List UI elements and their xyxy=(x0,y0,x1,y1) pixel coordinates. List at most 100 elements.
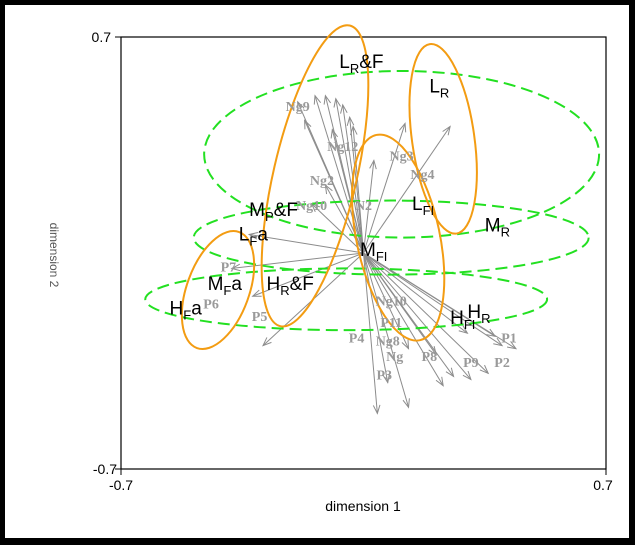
vector-line xyxy=(331,129,364,254)
vector-arrow xyxy=(363,125,451,254)
vector-arrowhead xyxy=(349,125,358,136)
variable-label: Ng4 xyxy=(410,168,434,183)
variable-label: Ng10 xyxy=(296,199,327,214)
vector-arrowhead xyxy=(369,159,377,170)
plot-area xyxy=(120,36,607,470)
group-ellipse-solid xyxy=(350,133,446,342)
vector-arrowhead xyxy=(262,337,272,347)
variable-label: P7 xyxy=(221,261,237,276)
vector-arrow xyxy=(330,128,364,254)
vector-line xyxy=(363,252,489,374)
variable-label: P1 xyxy=(501,331,517,346)
variable-label: Ng3 xyxy=(390,149,414,164)
class-label: LR xyxy=(429,77,449,101)
vector-line xyxy=(363,252,409,349)
group-ellipse-solid xyxy=(260,24,370,328)
vector-arrow xyxy=(363,252,390,384)
vector-arrow xyxy=(349,125,364,254)
vector-arrowhead xyxy=(493,337,504,347)
vector-arrowhead xyxy=(313,94,322,105)
vector-arrow xyxy=(247,232,364,254)
group-ellipse-dashed xyxy=(203,69,601,239)
vector-arrow xyxy=(333,97,364,254)
y-axis-title: dimension 2 xyxy=(47,223,61,288)
group-ellipse-dashed xyxy=(192,199,590,276)
class-label: MFI xyxy=(360,240,387,264)
vector-arrowhead xyxy=(324,183,333,195)
vector-arrowhead xyxy=(402,398,410,409)
vector-arrowhead xyxy=(428,345,438,356)
vector-line xyxy=(252,252,364,297)
variable-label: Ng12 xyxy=(327,140,358,155)
biplot-chart: Ng9 Ng12 Ng3 Ng4 Ng2 Ng10 N2 P7 P6 P5 Ng10 P11 P4 Ng8… xyxy=(47,24,613,514)
variable-label: Ng xyxy=(386,350,403,365)
variable-label: Ng10 xyxy=(376,294,407,309)
vector-line xyxy=(311,203,364,254)
vector-arrowhead xyxy=(333,97,341,108)
class-label: LFa xyxy=(239,225,269,249)
vector-arrowhead xyxy=(401,339,410,350)
vector-line xyxy=(363,160,375,254)
vector-line xyxy=(314,95,364,254)
vector-arrowhead xyxy=(458,325,469,335)
vector-arrowhead xyxy=(479,364,490,375)
vector-line xyxy=(363,252,389,383)
vector-line xyxy=(363,126,451,254)
variable-label: P2 xyxy=(494,356,510,371)
x-tick-right: 0.7 xyxy=(593,477,613,493)
variable-label: P11 xyxy=(380,316,402,331)
vector-arrowhead xyxy=(340,103,348,114)
class-label: LFI xyxy=(412,194,434,218)
vector-arrowhead xyxy=(346,115,355,127)
vector-arrowhead xyxy=(398,122,407,133)
vector-arrow xyxy=(310,202,364,254)
vector-arrowhead xyxy=(251,289,262,297)
variable-label: P9 xyxy=(463,356,479,371)
vector-line xyxy=(249,233,364,254)
variable-label: P4 xyxy=(349,331,365,346)
vector-arrowhead xyxy=(506,341,518,350)
group-ellipse-solid xyxy=(408,43,478,235)
vector-arrowhead xyxy=(445,367,455,378)
vector-arrow xyxy=(363,252,469,335)
vector-arrowhead xyxy=(297,100,305,111)
vector-arrowhead xyxy=(330,128,339,139)
vector-arrow xyxy=(363,252,490,375)
class-label: MP&F xyxy=(249,200,298,224)
variable-label-layer: Ng9 Ng12 Ng3 Ng4 Ng2 Ng10 N2 P7 P6 P5 Ng10 P11 P4 Ng8… xyxy=(203,100,516,383)
vector-arrowhead xyxy=(486,328,497,338)
class-label: MR xyxy=(485,215,510,239)
vector-arrowhead xyxy=(310,202,321,213)
vector-line xyxy=(335,98,364,254)
vector-arrow xyxy=(251,252,364,297)
ellipse-layer xyxy=(144,24,601,350)
variable-label: P5 xyxy=(252,310,268,325)
class-label: HR&F xyxy=(267,274,314,298)
variable-label: Ng2 xyxy=(310,174,334,189)
vector-arrowhead xyxy=(435,376,444,387)
group-ellipse-solid xyxy=(180,230,256,350)
vector-layer xyxy=(230,94,518,415)
vector-arrow xyxy=(363,252,504,347)
vector-arrow xyxy=(313,94,364,254)
group-ellipse-dashed xyxy=(144,267,549,332)
vector-arrowhead xyxy=(304,119,312,130)
class-label: HFa xyxy=(170,299,203,323)
variable-label: P3 xyxy=(377,369,393,384)
vector-arrowhead xyxy=(372,404,381,415)
vector-arrowhead xyxy=(462,370,472,381)
x-axis-title: dimension 1 xyxy=(325,498,401,514)
y-tick-top: 0.7 xyxy=(92,29,112,45)
y-tick-bottom: -0.7 xyxy=(93,461,117,477)
vector-arrow xyxy=(363,252,410,350)
vector-line xyxy=(363,123,406,254)
class-label: MFa xyxy=(208,274,243,298)
vector-arrow xyxy=(363,159,377,254)
variable-label: P8 xyxy=(422,350,438,365)
vector-line xyxy=(352,126,364,254)
vector-arrowhead xyxy=(230,263,241,272)
class-label: HR xyxy=(467,302,490,326)
vector-arrowhead xyxy=(247,232,259,240)
vector-arrowhead xyxy=(442,125,451,136)
